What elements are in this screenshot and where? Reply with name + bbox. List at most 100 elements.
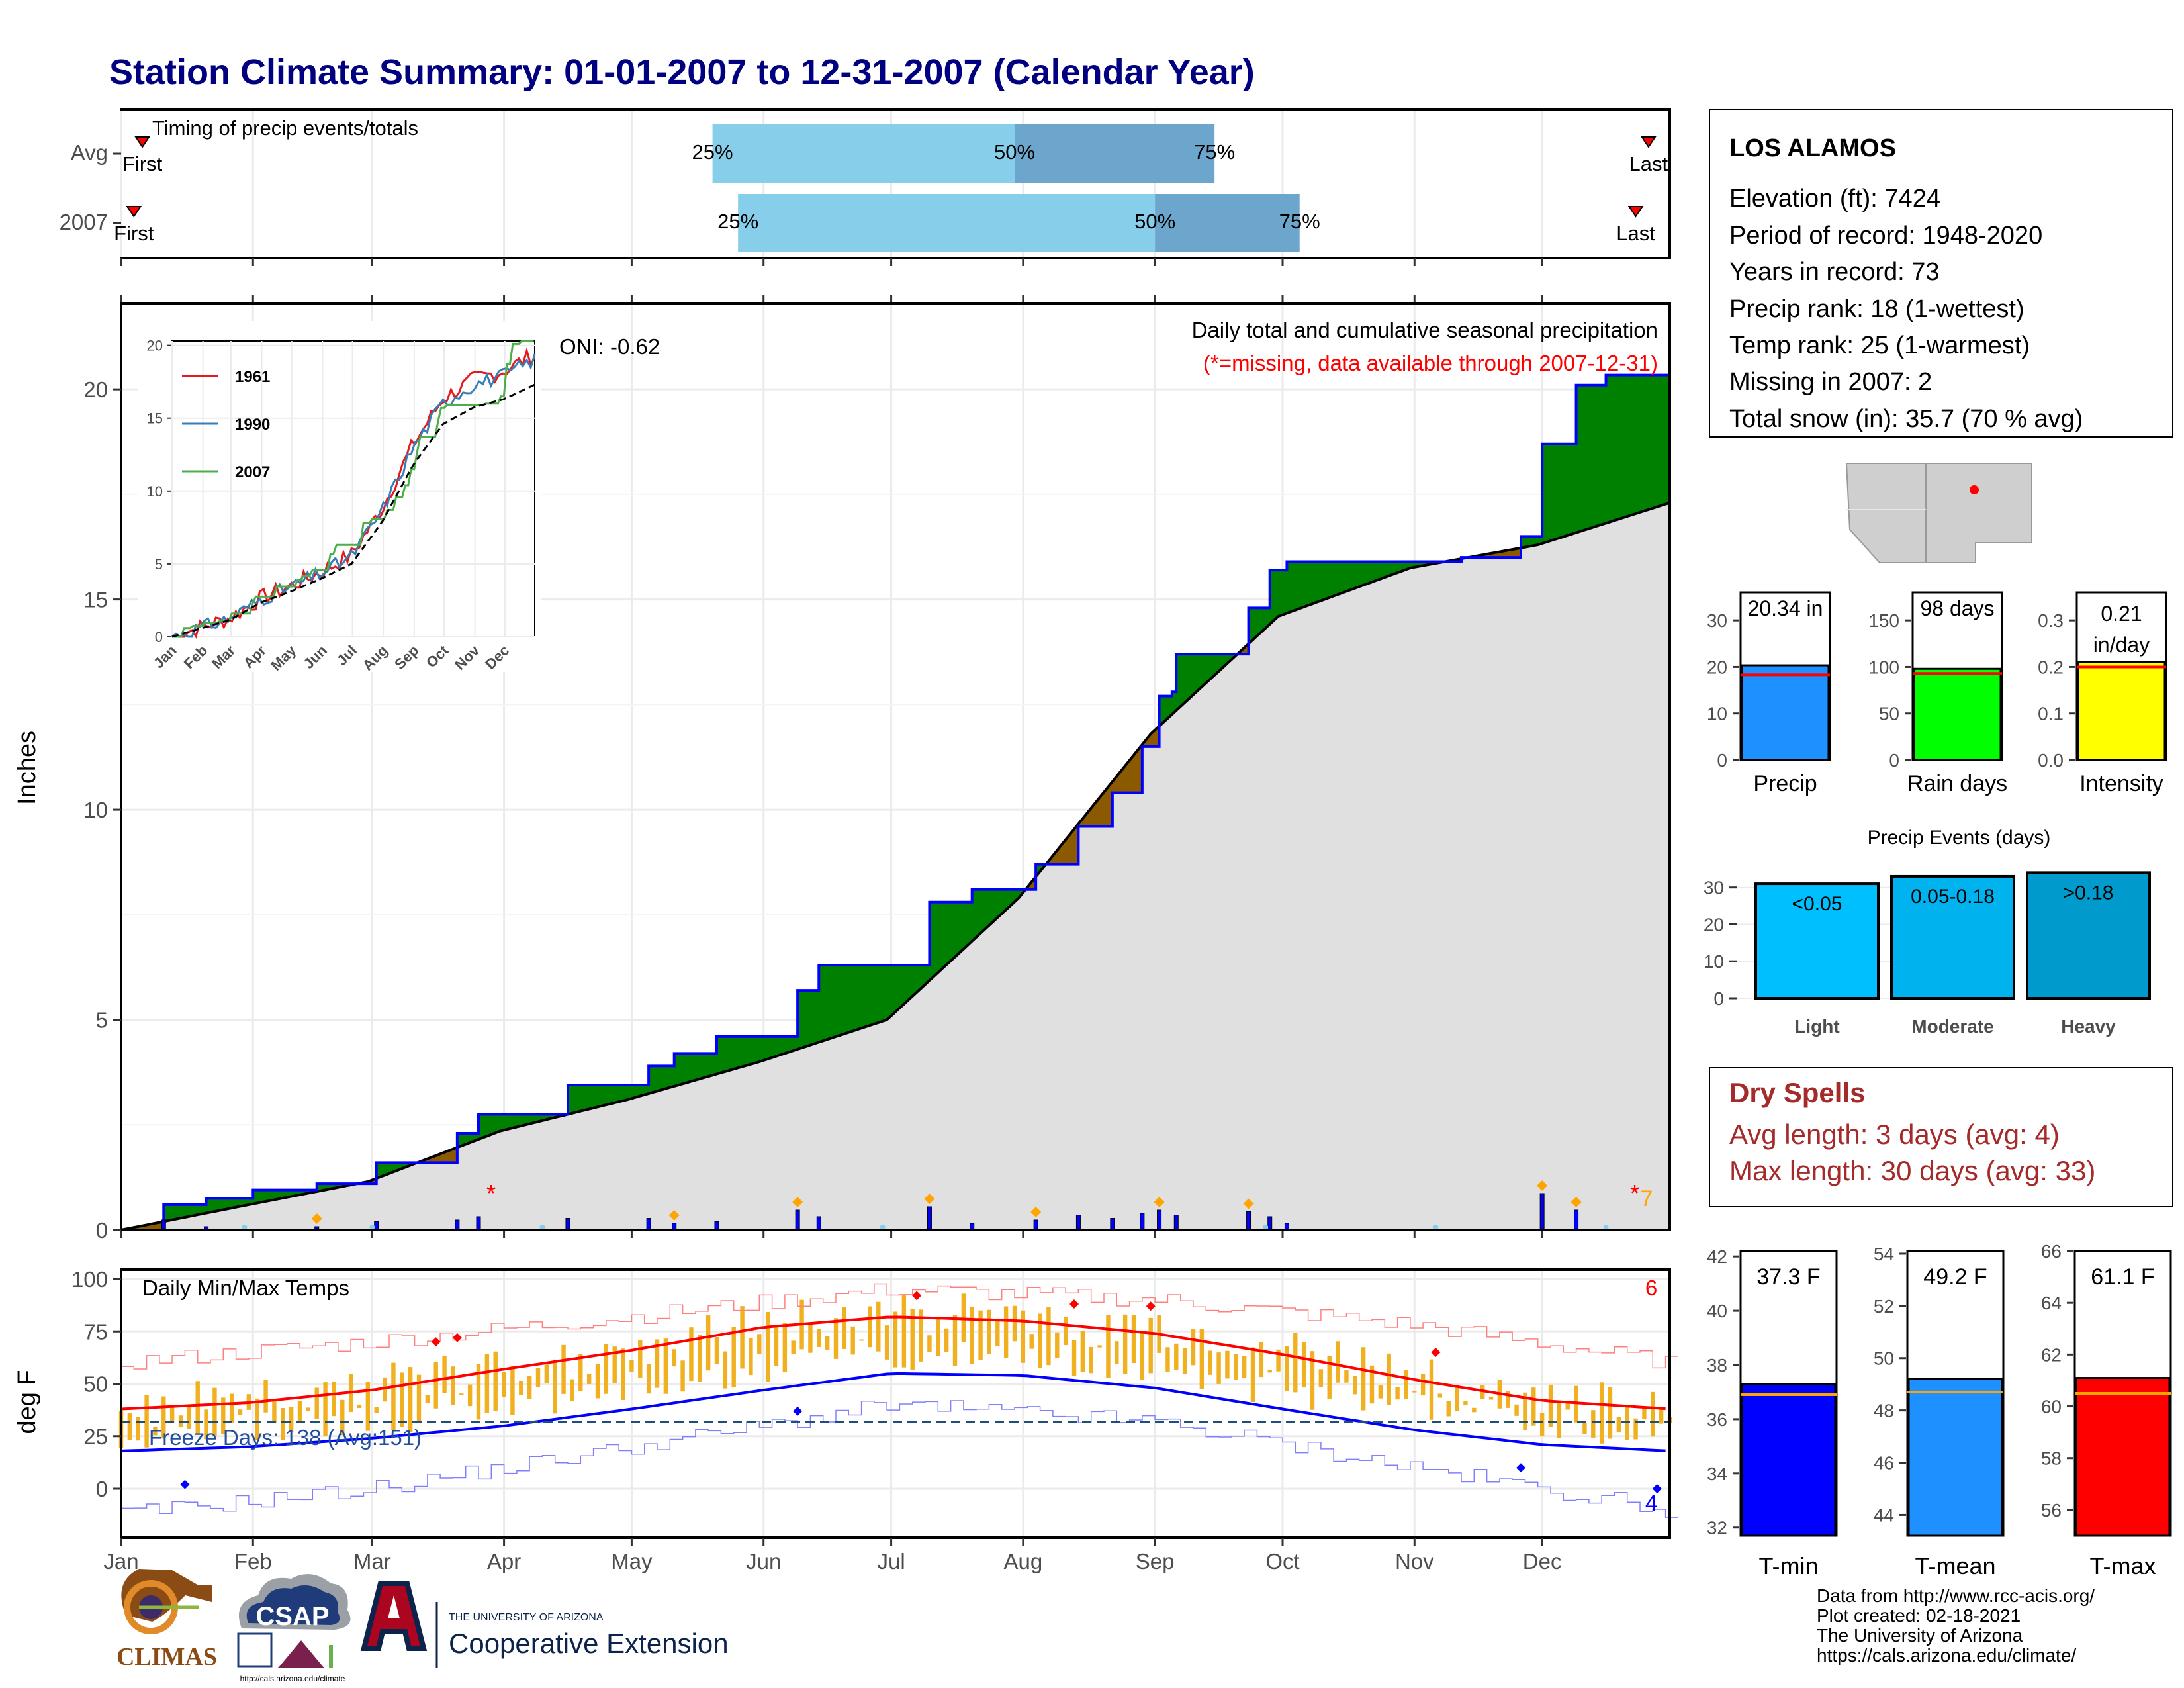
- temp-range-125: [646, 1364, 651, 1394]
- departure-seg-128: [661, 1065, 666, 1090]
- temp-range-253: [1191, 1329, 1196, 1366]
- summary-ticklabel-1-3: 150: [1868, 610, 1899, 631]
- temp-range-341: [1565, 1403, 1570, 1410]
- departure-seg-113: [597, 1084, 602, 1107]
- departure-seg-136: [695, 1053, 700, 1081]
- departure-seg-199: [963, 902, 968, 950]
- month-label-5: Jun: [746, 1549, 781, 1573]
- record-high-marker-2: [912, 1291, 922, 1301]
- departure-seg-90: [499, 1114, 504, 1132]
- departure-seg-147: [742, 1036, 747, 1067]
- temp-range-297: [1378, 1385, 1383, 1399]
- departure-seg-339: [1559, 444, 1564, 539]
- temp-range-351: [1608, 1387, 1613, 1439]
- tempbar-2: [2075, 1377, 2171, 1537]
- timing-bar-q1-1: [738, 194, 1156, 252]
- departure-seg-193: [937, 902, 943, 974]
- departure-seg-111: [588, 1084, 594, 1109]
- temp-range-41: [289, 1407, 294, 1432]
- temp-frame: [120, 1268, 1671, 1539]
- departure-seg-196: [950, 902, 956, 962]
- departure-seg-172: [848, 964, 854, 1033]
- record-high-marker-0: [431, 1337, 441, 1347]
- footer-logos: CLIMAS CSAP http://cals.arizona.edu/clim…: [116, 1569, 729, 1683]
- month-label-8: Sep: [1136, 1549, 1175, 1573]
- inset-normal-line: [171, 383, 535, 638]
- station-location-marker: [1970, 485, 1979, 494]
- temp-range-89: [493, 1351, 498, 1411]
- summary-value-1: 98 days: [1920, 596, 1994, 620]
- temp-range-61: [374, 1407, 379, 1413]
- departure-seg-162: [805, 990, 811, 1047]
- temp-range-101: [544, 1364, 549, 1383]
- departure-seg-192: [933, 902, 938, 978]
- events-label-2: Heavy: [2061, 1016, 2116, 1037]
- station-line-years: Years in record: 73: [1729, 258, 1940, 286]
- temp-range-13: [169, 1405, 175, 1422]
- temp-range-263: [1234, 1354, 1238, 1380]
- dry-spells-max: Max length: 30 days (avg: 33): [1729, 1155, 2095, 1186]
- departure-seg-346: [1588, 385, 1594, 530]
- precip-areas: [120, 373, 1670, 1231]
- tempbar-ticklabel-1-2: 48: [1874, 1401, 1894, 1421]
- tempbar-ticklabel-0-1: 34: [1707, 1464, 1727, 1484]
- ua-small-text: THE UNIVERSITY OF ARIZONA: [449, 1612, 604, 1623]
- timing-bars: 25% 50% 75% First Last 25% 50% 75% First Last: [113, 124, 1668, 252]
- temp-range-129: [663, 1338, 668, 1394]
- station-info-box: LOS ALAMOS Elevation (ft): 7424 Period o…: [1709, 109, 2173, 438]
- departure-seg-292: [1359, 561, 1364, 587]
- temp-range-213: [1021, 1310, 1026, 1363]
- temp-range-81: [459, 1393, 464, 1395]
- temp-range-165: [817, 1329, 821, 1347]
- temp-ytick-label-2: 50: [83, 1372, 108, 1397]
- departure-seg-272: [1273, 569, 1279, 621]
- temp-range-225: [1071, 1340, 1077, 1376]
- departure-seg-132: [678, 1053, 683, 1086]
- departure-seg-344: [1580, 385, 1585, 532]
- temp-title: Daily Min/Max Temps: [142, 1276, 349, 1300]
- temp-range-329: [1514, 1404, 1519, 1416]
- summary-ticklabel-0-3: 30: [1707, 610, 1727, 631]
- temp-range-243: [1148, 1317, 1153, 1374]
- departure-seg-115: [606, 1084, 611, 1105]
- temp-range-111: [586, 1374, 592, 1384]
- departure-seg-338: [1555, 444, 1560, 540]
- temp-plot: [118, 1283, 1678, 1518]
- departure-seg-155: [776, 1036, 781, 1057]
- temp-range-273: [1276, 1349, 1281, 1372]
- departure-seg-185: [903, 964, 909, 1005]
- temp-range-299: [1387, 1353, 1391, 1405]
- temp-range-29: [238, 1409, 243, 1415]
- timing-last-label-1: Last: [1616, 222, 1655, 245]
- departure-seg-182: [891, 964, 896, 1017]
- departure-seg-198: [959, 902, 964, 954]
- station-line-temp-rank: Temp rank: 25 (1-warmest): [1729, 332, 2030, 359]
- month-label-4: May: [611, 1549, 653, 1573]
- record-low-marker-0: [180, 1479, 190, 1489]
- temp-range-229: [1089, 1346, 1093, 1374]
- departure-seg-12: [167, 1204, 173, 1221]
- inset-line-2007: [172, 340, 534, 638]
- departure-seg-149: [751, 1036, 756, 1065]
- temp-range-87: [484, 1354, 490, 1413]
- precip-events-chart: Precip Events (days) 0 10 20 30 <0.05 Light 0.…: [1704, 827, 2151, 1037]
- departure-seg-148: [746, 1036, 751, 1066]
- precip-ylabel: Inches: [13, 731, 41, 805]
- station-name: LOS ALAMOS: [1729, 134, 1896, 162]
- departure-seg-186: [907, 964, 913, 1001]
- summary-label-1: Rain days: [1907, 771, 2007, 796]
- temp-range-39: [281, 1407, 285, 1440]
- departure-seg-119: [623, 1084, 628, 1102]
- temp-range-37: [272, 1400, 277, 1423]
- temp-range-93: [510, 1366, 515, 1415]
- daily-bar-20: [1246, 1211, 1251, 1231]
- event-marker-23: [1537, 1180, 1548, 1191]
- tempbar-ticklabel-2-3: 62: [2041, 1344, 2062, 1365]
- departure-seg-361: [1652, 375, 1658, 509]
- month-label-7: Aug: [1003, 1549, 1042, 1573]
- departure-seg-294: [1367, 561, 1373, 585]
- departure-seg-168: [831, 964, 837, 1039]
- tempbar-ticklabel-2-1: 58: [2041, 1448, 2062, 1469]
- temp-range-331: [1523, 1392, 1527, 1430]
- temp-range-159: [791, 1340, 796, 1354]
